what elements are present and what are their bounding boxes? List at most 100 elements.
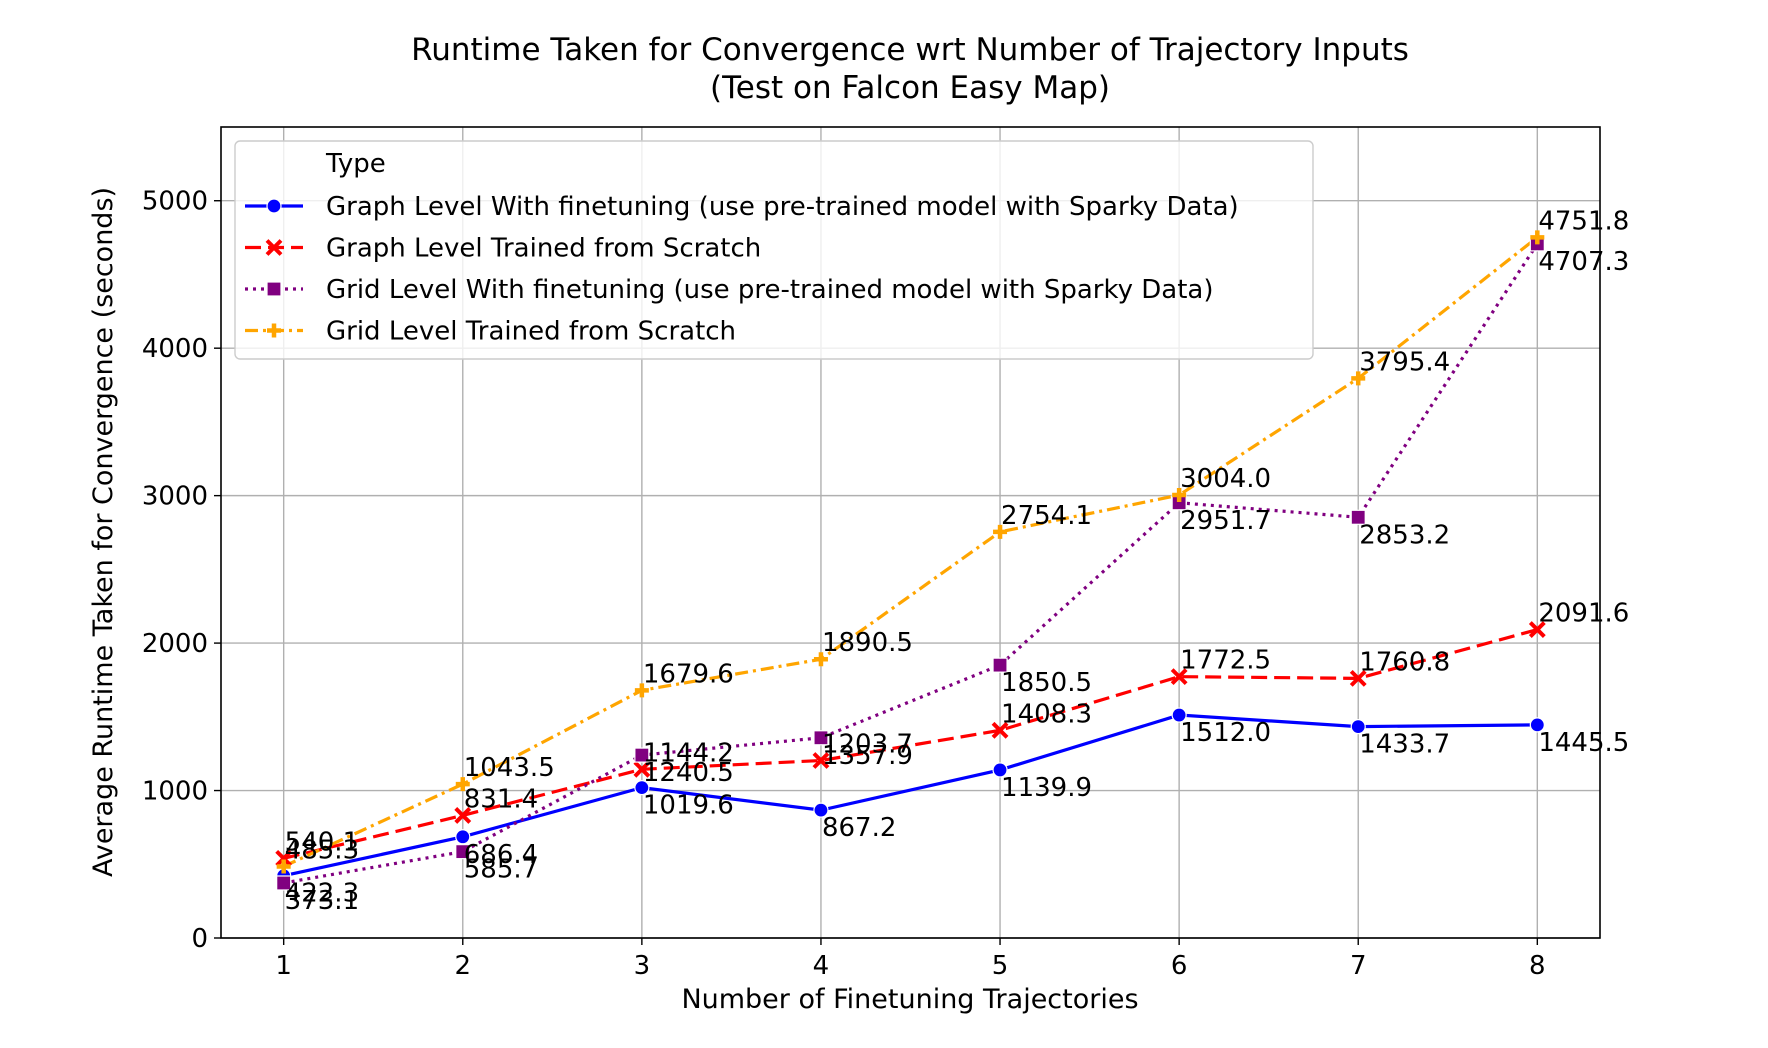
data-point bbox=[813, 730, 829, 746]
data-label: 422.3 bbox=[285, 879, 359, 909]
legend: Type Graph Level With finetuning (use pr… bbox=[234, 140, 1314, 360]
legend-entry: Graph Level With finetuning (use pre-tra… bbox=[245, 192, 1239, 222]
data-label: 3795.4 bbox=[1359, 347, 1450, 377]
data-label: 2091.6 bbox=[1538, 599, 1629, 629]
x-tick-label: 4 bbox=[813, 951, 830, 981]
x-tick-label: 1 bbox=[275, 951, 292, 981]
data-label: 540.1 bbox=[285, 827, 359, 857]
chart-title-line2: (Test on Falcon Easy Map) bbox=[710, 70, 1110, 106]
data-label: 2853.2 bbox=[1359, 520, 1450, 550]
x-tick-label: 6 bbox=[1171, 951, 1188, 981]
data-label: 585.7 bbox=[464, 855, 538, 885]
data-point bbox=[455, 829, 471, 845]
y-tick-label: 0 bbox=[191, 924, 208, 954]
x-tick-label: 3 bbox=[634, 951, 651, 981]
legend-entries: Graph Level With finetuning (use pre-tra… bbox=[245, 192, 1239, 347]
legend-marker bbox=[266, 198, 282, 214]
data-point bbox=[276, 859, 291, 874]
legend-entry: Grid Level Trained from Scratch bbox=[245, 317, 736, 347]
legend-marker bbox=[265, 239, 283, 256]
series-line bbox=[283, 628, 1538, 860]
data-label: 1850.5 bbox=[1001, 668, 1092, 698]
data-label: 1144.2 bbox=[643, 738, 734, 768]
data-point bbox=[276, 875, 292, 891]
data-point bbox=[812, 752, 830, 769]
x-axis-ticks: 1 2 3 4 5 6 7 8 bbox=[275, 938, 1546, 981]
data-point bbox=[1350, 718, 1366, 735]
data-point bbox=[634, 683, 649, 698]
legend-entry: Graph Level Trained from Scratch bbox=[245, 234, 761, 264]
data-point bbox=[991, 721, 1009, 739]
data-point bbox=[813, 652, 828, 667]
data-label: 4707.3 bbox=[1538, 247, 1629, 277]
data-label: 3004.0 bbox=[1180, 464, 1271, 494]
legend-title: Type bbox=[325, 149, 386, 179]
y-tick-label: 5000 bbox=[142, 187, 208, 217]
data-point bbox=[1351, 371, 1366, 386]
x-tick-label: 2 bbox=[454, 951, 471, 981]
data-labels: 422.3 686.4 1019.6 867.2 1139.9 1512.0 1433.7 1… bbox=[285, 206, 1630, 916]
data-label: 1203.7 bbox=[822, 730, 913, 760]
data-label: 1679.6 bbox=[643, 659, 734, 689]
data-point bbox=[455, 777, 470, 792]
data-label: 1408.3 bbox=[1001, 699, 1092, 729]
x-axis-label: Number of Finetuning Trajectories bbox=[681, 984, 1138, 1015]
plot-area-frame bbox=[220, 126, 1601, 939]
legend-label: Grid Level Trained from Scratch bbox=[326, 317, 736, 347]
data-point bbox=[1171, 707, 1187, 723]
data-label: 1772.5 bbox=[1180, 646, 1271, 676]
y-tick-label: 2000 bbox=[142, 629, 208, 659]
chart-title-line1: Runtime Taken for Convergence wrt Number… bbox=[411, 32, 1409, 68]
data-point bbox=[454, 806, 472, 824]
data-label: 1139.9 bbox=[1001, 773, 1092, 803]
data-point bbox=[992, 657, 1008, 673]
data-label: 686.4 bbox=[464, 840, 538, 870]
data-label: 2754.1 bbox=[1001, 501, 1092, 531]
data-point bbox=[1349, 669, 1367, 687]
data-label: 4751.8 bbox=[1538, 206, 1629, 236]
legend-marker bbox=[267, 323, 281, 338]
data-label: 485.3 bbox=[285, 835, 359, 865]
data-label: 867.2 bbox=[822, 813, 896, 843]
data-label: 1760.8 bbox=[1359, 647, 1450, 677]
series-layer bbox=[275, 230, 1546, 891]
y-tick-label: 4000 bbox=[142, 334, 208, 364]
legend-label: Graph Level With finetuning (use pre-tra… bbox=[326, 192, 1239, 222]
x-tick-label: 5 bbox=[992, 951, 1009, 981]
y-tick-label: 1000 bbox=[142, 777, 208, 807]
data-label: 1445.5 bbox=[1538, 728, 1629, 758]
data-label: 831.4 bbox=[464, 784, 538, 814]
y-tick-label: 3000 bbox=[142, 482, 208, 512]
data-point bbox=[1350, 509, 1366, 525]
y-axis-ticks: 0 1000 2000 3000 4000 5000 bbox=[142, 187, 221, 954]
data-point bbox=[633, 760, 651, 778]
data-point bbox=[275, 849, 293, 867]
data-label: 2951.7 bbox=[1180, 506, 1271, 536]
x-tick-label: 8 bbox=[1529, 951, 1546, 981]
data-point bbox=[634, 747, 650, 763]
data-label: 1043.5 bbox=[464, 753, 555, 783]
data-label: 1240.5 bbox=[643, 758, 734, 788]
data-label: 1357.9 bbox=[822, 741, 913, 771]
legend-entry: Grid Level With finetuning (use pre-trai… bbox=[245, 275, 1214, 305]
legend-marker bbox=[266, 281, 282, 297]
data-label: 1512.0 bbox=[1180, 718, 1271, 748]
data-label: 1019.6 bbox=[643, 791, 734, 821]
series-line bbox=[283, 713, 1538, 878]
legend-label: Graph Level Trained from Scratch bbox=[326, 234, 761, 264]
data-point bbox=[455, 844, 471, 860]
legend-label: Grid Level With finetuning (use pre-trai… bbox=[326, 275, 1214, 305]
data-point bbox=[813, 802, 829, 818]
data-point bbox=[1530, 230, 1545, 245]
data-label: 373.1 bbox=[285, 886, 359, 916]
data-point bbox=[1170, 668, 1188, 686]
data-point bbox=[1172, 488, 1187, 503]
data-label: 1433.7 bbox=[1359, 730, 1450, 760]
data-point bbox=[1528, 621, 1546, 638]
legend-box bbox=[234, 140, 1314, 360]
data-label: 1890.5 bbox=[822, 628, 913, 658]
data-point bbox=[1529, 717, 1545, 733]
data-point bbox=[634, 780, 650, 796]
x-tick-label: 7 bbox=[1350, 951, 1367, 981]
